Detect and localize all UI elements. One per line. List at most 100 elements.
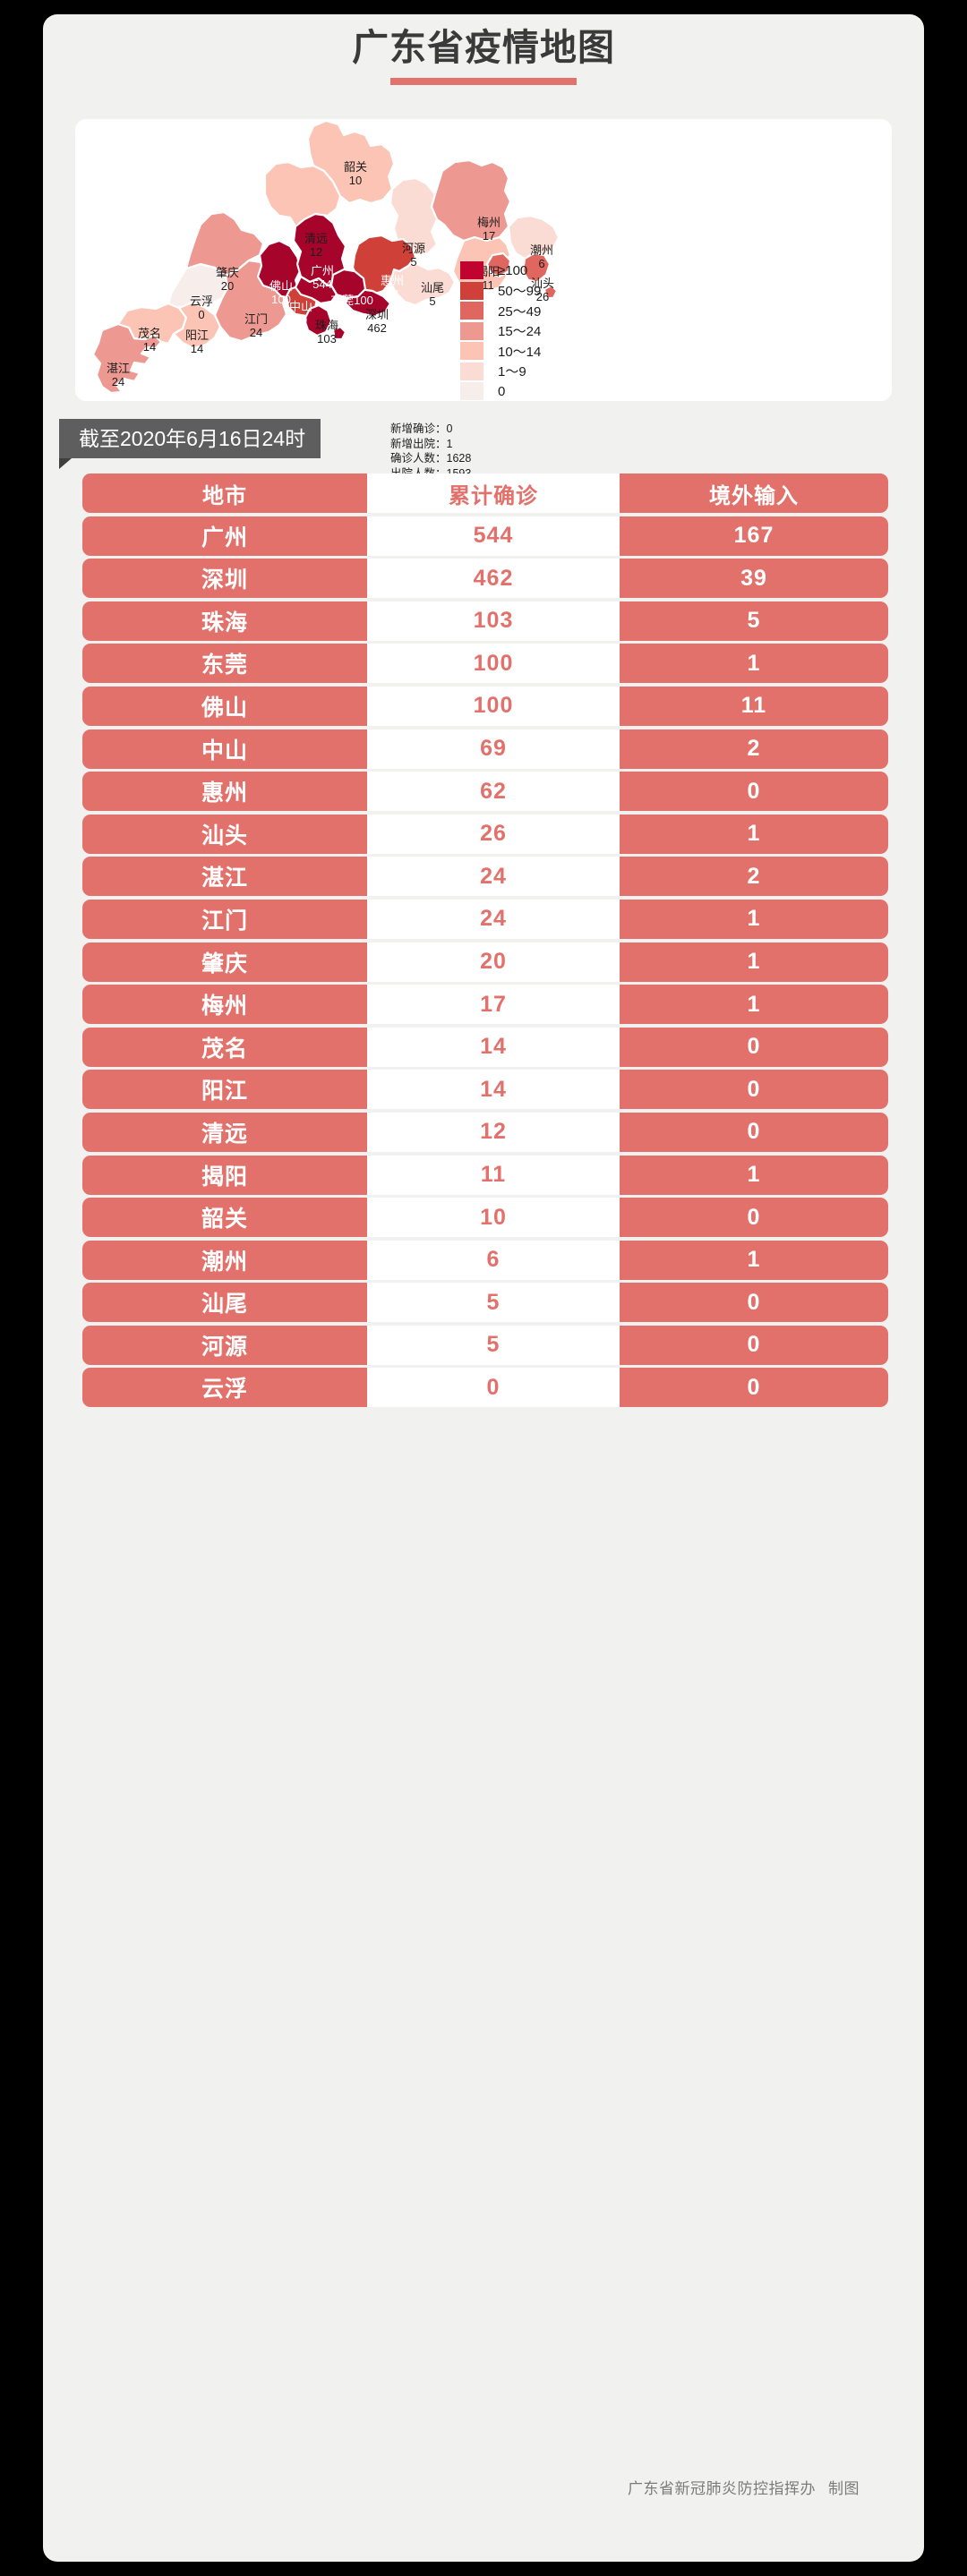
legend-swatch-icon <box>460 342 484 361</box>
table-row[interactable]: 惠州 62 0 <box>82 772 888 812</box>
table-cell-imported: 2 <box>620 729 888 769</box>
stat-line-0: 新增确诊：0 <box>390 422 453 435</box>
ribbon-fold-corner <box>59 458 72 469</box>
stat-line-2: 确诊人数：1628 <box>390 452 472 465</box>
table-cell-confirmed: 0 <box>367 1368 620 1408</box>
table-row[interactable]: 揭阳 11 1 <box>82 1155 888 1195</box>
legend-row-3: 15～24 <box>460 321 595 342</box>
table-cell-imported: 1 <box>620 1155 888 1195</box>
table-row[interactable]: 中山 69 2 <box>82 729 888 769</box>
table-cell-confirmed: 14 <box>367 1027 620 1067</box>
table-row[interactable]: 广州 544 167 <box>82 516 888 556</box>
table-cell-confirmed: 103 <box>367 601 620 641</box>
table-cell-confirmed: 544 <box>367 516 620 556</box>
map-region-shanwei <box>389 262 457 307</box>
page-title: 广东省疫情地图 <box>352 27 615 68</box>
legend-row-6: 0 <box>460 381 595 402</box>
table-row[interactable]: 湛江 24 2 <box>82 857 888 897</box>
table-cell-city: 潮州 <box>82 1240 367 1280</box>
city-stats-table: 地市 累计确诊 境外输入 广州 544 167 深圳 462 39 珠海 103 5 东莞 100 1 佛山 1… <box>82 473 888 1411</box>
table-cell-imported: 0 <box>620 772 888 812</box>
table-cell-confirmed: 5 <box>367 1325 620 1365</box>
table-row[interactable]: 茂名 14 0 <box>82 1027 888 1067</box>
table-cell-confirmed: 14 <box>367 1070 620 1110</box>
table-row[interactable]: 汕尾 5 0 <box>82 1283 888 1323</box>
table-cell-confirmed: 100 <box>367 686 620 726</box>
table-row[interactable]: 江门 24 1 <box>82 899 888 939</box>
date-ribbon: 截至2020年6月16日24时 <box>59 419 321 458</box>
footer-credit: 广东省新冠肺炎防控指挥办 制图 <box>43 2476 924 2498</box>
table-cell-city: 汕头 <box>82 814 367 854</box>
table-row[interactable]: 阳江 14 0 <box>82 1070 888 1110</box>
table-row[interactable]: 汕头 26 1 <box>82 814 888 854</box>
table-cell-confirmed: 24 <box>367 857 620 897</box>
table-cell-imported: 0 <box>620 1027 888 1067</box>
table-cell-city: 汕尾 <box>82 1283 367 1323</box>
legend-swatch-icon <box>460 382 484 401</box>
table-cell-imported: 167 <box>620 516 888 556</box>
legend-label: 10～14 <box>498 344 542 360</box>
table-cell-city: 深圳 <box>82 559 367 599</box>
table-row[interactable]: 珠海 103 5 <box>82 601 888 641</box>
map-panel: 韶关 10 清远 12 河源 5 梅州 17 潮州 6 揭阳 11 汕头 26 汕尾 5 肇庆 20 云浮 0 佛山 10… <box>75 119 892 494</box>
table-column-header-2: 境外输入 <box>620 473 888 513</box>
table-cell-imported: 0 <box>620 1112 888 1152</box>
table-cell-confirmed: 17 <box>367 985 620 1025</box>
table-cell-city: 佛山 <box>82 686 367 726</box>
table-cell-city: 中山 <box>82 729 367 769</box>
table-cell-city: 肇庆 <box>82 942 367 982</box>
table-cell-confirmed: 6 <box>367 1240 620 1280</box>
map-region-delta-fill <box>294 275 338 305</box>
table-row[interactable]: 潮州 6 1 <box>82 1240 888 1280</box>
legend-label: ≥100 <box>498 262 528 278</box>
table-cell-city: 茂名 <box>82 1027 367 1067</box>
map-region-zhuhai <box>303 303 333 337</box>
table-row[interactable]: 梅州 17 1 <box>82 985 888 1025</box>
table-cell-imported: 5 <box>620 601 888 641</box>
table-row[interactable]: 清远 12 0 <box>82 1112 888 1152</box>
map-region-meizhou <box>430 158 512 243</box>
table-cell-city: 揭阳 <box>82 1155 367 1195</box>
table-cell-imported: 2 <box>620 857 888 897</box>
legend-row-4: 10～14 <box>460 341 595 362</box>
table-row[interactable]: 河源 5 0 <box>82 1325 888 1365</box>
table-cell-confirmed: 62 <box>367 772 620 812</box>
map-legend: ≥100 50～99 25～49 15～24 10～14 1～9 0 <box>460 260 595 402</box>
table-cell-imported: 1 <box>620 942 888 982</box>
table-cell-city: 韶关 <box>82 1198 367 1238</box>
table-cell-confirmed: 462 <box>367 559 620 599</box>
table-cell-confirmed: 100 <box>367 644 620 684</box>
map-region-heyuan <box>389 176 439 257</box>
table-cell-imported: 11 <box>620 686 888 726</box>
table-row[interactable]: 韶关 10 0 <box>82 1198 888 1238</box>
table-row[interactable]: 云浮 0 0 <box>82 1368 888 1408</box>
legend-row-1: 50～99 <box>460 281 595 302</box>
table-cell-city: 珠海 <box>82 601 367 641</box>
footer-credit-label: 制图 <box>828 2480 860 2497</box>
legend-label: 50～99 <box>498 284 542 300</box>
table-cell-imported: 0 <box>620 1070 888 1110</box>
map-region-chaozhou <box>507 214 561 260</box>
table-cell-city: 湛江 <box>82 857 367 897</box>
table-cell-confirmed: 5 <box>367 1283 620 1323</box>
legend-swatch-icon <box>460 321 484 340</box>
table-cell-city: 清远 <box>82 1112 367 1152</box>
legend-label: 1～9 <box>498 364 526 380</box>
table-cell-confirmed: 20 <box>367 942 620 982</box>
table-row[interactable]: 佛山 100 11 <box>82 686 888 726</box>
table-cell-city: 河源 <box>82 1325 367 1365</box>
table-cell-imported: 1 <box>620 1240 888 1280</box>
table-cell-confirmed: 11 <box>367 1155 620 1195</box>
table-row[interactable]: 深圳 462 39 <box>82 559 888 599</box>
table-row[interactable]: 肇庆 20 1 <box>82 942 888 982</box>
table-cell-city: 阳江 <box>82 1070 367 1110</box>
table-cell-imported: 0 <box>620 1283 888 1323</box>
table-cell-city: 云浮 <box>82 1368 367 1408</box>
table-cell-confirmed: 69 <box>367 729 620 769</box>
legend-swatch-icon <box>460 261 484 280</box>
table-cell-imported: 0 <box>620 1325 888 1365</box>
main-card: 广东省疫情地图 <box>43 14 924 2562</box>
table-row[interactable]: 东莞 100 1 <box>82 644 888 684</box>
table-cell-imported: 1 <box>620 814 888 854</box>
